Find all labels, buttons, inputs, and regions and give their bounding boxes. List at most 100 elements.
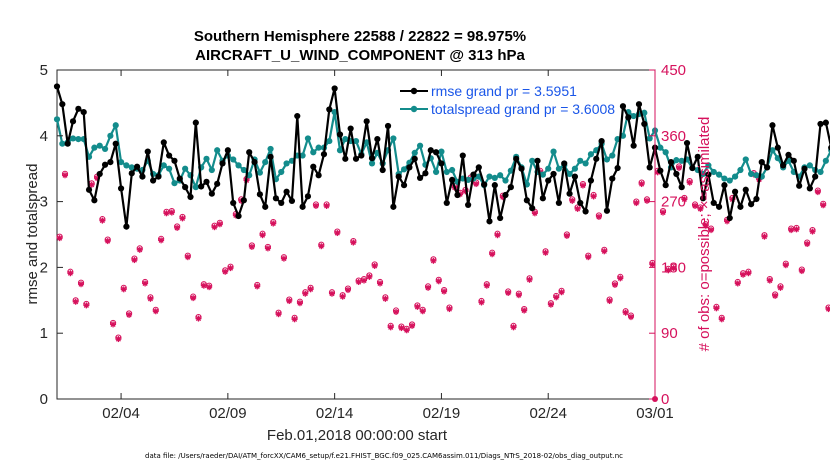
obs-assimilated-point — [259, 232, 266, 239]
totalspread-point — [705, 162, 712, 169]
rmse-point — [240, 197, 247, 204]
rmse-point — [214, 180, 221, 187]
totalspread-point — [315, 144, 322, 151]
totalspread-point — [609, 152, 616, 159]
rmse-point — [315, 172, 322, 179]
x-axis-label: Feb.01,2018 00:00:00 start — [267, 427, 448, 444]
totalspread-point — [59, 140, 66, 147]
obs-assimilated-point — [478, 299, 485, 306]
obs-assimilated-point — [264, 245, 271, 252]
rmse-point — [85, 186, 93, 193]
rmse-point — [246, 149, 253, 156]
rmse-point — [545, 177, 552, 184]
rmse-point — [683, 139, 691, 147]
obs-assimilated-point — [483, 282, 490, 289]
totalspread-point — [96, 142, 103, 149]
y-axis-right: 0 90 180 270 360 450 — [649, 62, 686, 408]
rmse-point — [726, 214, 733, 222]
rmse-point — [748, 201, 755, 208]
rmse-point — [459, 152, 466, 159]
totalspread-point — [748, 170, 755, 178]
rmse-point — [587, 177, 595, 184]
rmse-point — [667, 159, 675, 166]
x-tick-label: 02/14 — [316, 405, 354, 422]
rmse-point — [753, 195, 760, 203]
rmse-point — [256, 191, 263, 198]
rmse-point — [454, 191, 461, 199]
obs-assimilated-point — [569, 197, 576, 204]
totalspread-point — [342, 135, 349, 143]
rmse-point — [758, 159, 765, 166]
rmse-point — [699, 195, 707, 202]
totalspread-point — [769, 147, 776, 154]
rmse-point — [598, 137, 605, 145]
totalspread-point — [69, 135, 77, 142]
totalspread-point — [192, 184, 199, 191]
obs-assimilated-point — [798, 268, 805, 275]
obs-assimilated-point — [489, 251, 496, 258]
obs-assimilated-point — [734, 280, 741, 287]
obs-assimilated-point — [606, 298, 613, 305]
rmse-point — [438, 160, 445, 167]
legend-totalspread-label: totalspread grand pr = 3.6008 — [431, 101, 615, 117]
totalspread-point — [240, 166, 247, 174]
totalspread-point — [432, 168, 440, 176]
rmse-point — [400, 182, 408, 189]
obs-assimilated-point — [195, 315, 202, 322]
x-tick-label: 03/01 — [636, 405, 674, 422]
rmse-point — [822, 119, 829, 126]
totalspread-point — [646, 135, 653, 142]
totalspread-point — [566, 170, 573, 178]
rmse-point — [534, 157, 541, 164]
obs-assimilated-point — [409, 322, 416, 329]
obs-assimilated-point — [708, 227, 715, 234]
rmse-point — [731, 188, 739, 195]
totalspread-point — [101, 145, 109, 153]
rmse-point — [737, 203, 744, 210]
totalspread-point — [587, 151, 595, 158]
rmse-point — [192, 119, 199, 126]
obs-assimilated-point — [62, 172, 69, 179]
data-file-footer: data file: /Users/raeder/DAI/ATM_forcXX/… — [145, 452, 623, 460]
totalspread-point — [497, 172, 504, 179]
rmse-point — [96, 170, 103, 178]
rmse-point — [230, 199, 237, 207]
rmse-point — [801, 165, 808, 172]
obs-assimilated-point — [772, 292, 779, 299]
rmse-point — [491, 182, 498, 189]
y-tick-left-label: 2 — [40, 259, 48, 276]
rmse-point — [764, 164, 771, 171]
totalspread-point — [737, 166, 744, 174]
rmse-point — [64, 140, 71, 147]
rmse-point — [817, 120, 824, 128]
rmse-point — [523, 197, 530, 204]
obs-assimilated-point — [542, 249, 549, 256]
obs-assimilated-point — [809, 228, 816, 235]
totalspread-point — [278, 168, 285, 176]
rmse-point — [374, 135, 381, 143]
rmse-point — [427, 147, 434, 154]
rmse-point — [625, 114, 632, 121]
rmse-point — [235, 212, 242, 220]
totalspread-point — [603, 156, 611, 163]
totalspread-point — [630, 112, 637, 120]
obs-assimilated-point — [676, 164, 683, 171]
rmse-point — [358, 152, 365, 159]
rmse-point — [689, 164, 696, 172]
y-tick-right-label: 180 — [661, 259, 686, 276]
obs-assimilated-point — [104, 238, 111, 245]
obs-assimilated-point — [371, 262, 378, 269]
obs-assimilated-point — [184, 254, 191, 261]
totalspread-point — [390, 135, 397, 142]
rmse-point — [577, 199, 584, 207]
obs-assimilated-point — [692, 202, 699, 209]
totalspread-point — [550, 148, 557, 155]
obs-assimilated-point — [126, 311, 133, 318]
obs-assimilated-point — [387, 324, 394, 331]
obs-assimilated-point — [820, 202, 827, 209]
obs-assimilated-point — [761, 233, 768, 240]
totalspread-point — [352, 137, 360, 145]
rmse-point — [80, 109, 87, 116]
totalspread-point — [128, 164, 135, 171]
